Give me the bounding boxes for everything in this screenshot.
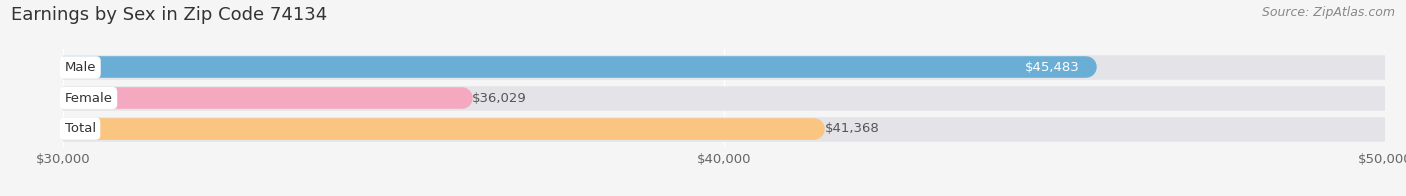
Text: $41,368: $41,368 — [825, 122, 880, 135]
Text: Total: Total — [65, 122, 96, 135]
Text: Male: Male — [65, 61, 96, 74]
Text: $45,483: $45,483 — [1025, 61, 1080, 74]
Text: Source: ZipAtlas.com: Source: ZipAtlas.com — [1261, 6, 1395, 19]
Text: $36,029: $36,029 — [472, 92, 527, 104]
Text: Female: Female — [65, 92, 112, 104]
Text: Earnings by Sex in Zip Code 74134: Earnings by Sex in Zip Code 74134 — [11, 6, 328, 24]
